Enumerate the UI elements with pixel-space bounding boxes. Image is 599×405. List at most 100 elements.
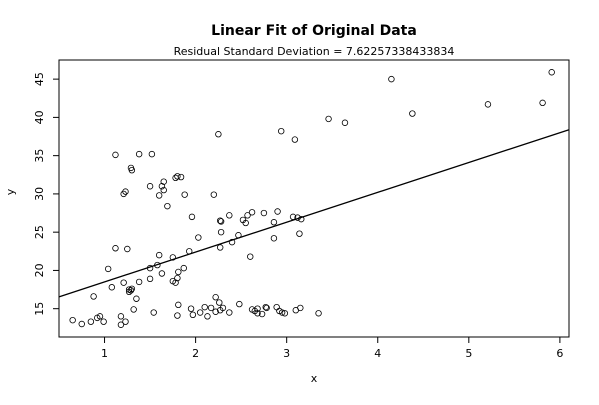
data-point xyxy=(254,310,261,317)
data-point xyxy=(146,183,154,190)
data-point xyxy=(150,309,157,316)
data-point xyxy=(169,254,177,261)
data-point xyxy=(254,305,261,312)
chart-title: Linear Fit of Original Data xyxy=(211,23,417,39)
data-point xyxy=(294,214,301,221)
y-axis-label: y xyxy=(4,188,17,195)
data-point xyxy=(226,212,233,219)
y-tick-label: 45 xyxy=(33,72,46,86)
data-point xyxy=(296,230,303,237)
x-tick-label: 2 xyxy=(192,347,199,360)
data-point xyxy=(155,251,163,259)
regression-line xyxy=(58,129,570,298)
data-point xyxy=(281,310,289,317)
data-point xyxy=(235,232,242,239)
data-point xyxy=(96,313,104,320)
data-point xyxy=(244,212,251,219)
data-point xyxy=(117,321,125,328)
data-point xyxy=(274,208,281,215)
data-point xyxy=(236,300,243,308)
data-point xyxy=(210,191,218,198)
data-point xyxy=(291,136,299,143)
data-point xyxy=(187,305,195,312)
data-point xyxy=(388,75,395,83)
y-tick-label: 15 xyxy=(33,302,46,316)
x-tick-label: 4 xyxy=(374,347,381,360)
data-point xyxy=(133,295,140,302)
data-point xyxy=(174,173,181,180)
data-point xyxy=(175,268,182,276)
data-point xyxy=(226,309,233,316)
y-tick-label: 25 xyxy=(33,225,46,239)
data-point xyxy=(112,245,119,252)
data-point xyxy=(484,101,492,108)
data-points xyxy=(69,69,555,328)
data-point xyxy=(146,264,154,272)
data-point xyxy=(174,274,181,282)
data-point xyxy=(297,304,304,312)
data-point xyxy=(160,178,167,185)
data-point xyxy=(112,151,119,159)
data-point xyxy=(260,209,268,217)
data-point xyxy=(248,209,256,216)
data-point xyxy=(216,244,224,251)
data-point xyxy=(270,219,278,226)
data-point xyxy=(262,303,269,311)
data-point xyxy=(100,318,107,325)
data-point xyxy=(263,304,270,312)
data-point xyxy=(201,303,208,311)
data-point xyxy=(270,235,278,242)
y-tick-label: 35 xyxy=(33,149,46,163)
data-point xyxy=(278,309,286,316)
data-point xyxy=(148,150,156,158)
data-point xyxy=(160,186,167,194)
data-point xyxy=(186,248,193,255)
data-point xyxy=(289,213,297,221)
x-tick-label: 1 xyxy=(101,347,108,360)
data-point xyxy=(212,294,219,301)
data-point xyxy=(215,131,222,138)
chart-subtitle: Residual Standard Deviation = 7.62257338… xyxy=(174,45,455,58)
data-point xyxy=(216,299,223,306)
data-point xyxy=(548,69,555,76)
data-point xyxy=(315,310,322,317)
data-point xyxy=(341,119,349,126)
data-point xyxy=(164,202,171,210)
data-point xyxy=(212,308,219,315)
data-point xyxy=(216,217,224,224)
y-tick-label: 40 xyxy=(33,110,46,124)
data-point xyxy=(104,265,112,273)
data-point xyxy=(325,115,332,123)
data-point xyxy=(273,303,280,311)
data-point xyxy=(128,166,136,174)
data-point xyxy=(158,270,166,277)
data-point xyxy=(188,213,196,221)
data-point xyxy=(196,309,204,316)
data-point xyxy=(409,110,416,117)
data-point xyxy=(247,253,254,260)
data-point xyxy=(207,304,215,312)
data-point xyxy=(90,293,97,300)
data-point xyxy=(108,284,116,291)
y-tick-label: 30 xyxy=(33,187,46,201)
data-point xyxy=(122,188,129,195)
fit-line-layer xyxy=(58,129,570,298)
data-point xyxy=(217,218,225,225)
data-point xyxy=(135,278,143,286)
data-point xyxy=(278,127,285,135)
data-point xyxy=(124,245,131,253)
data-point xyxy=(122,318,129,325)
data-point xyxy=(258,310,266,318)
data-point xyxy=(204,313,211,320)
x-tick-label: 5 xyxy=(465,347,472,360)
data-point xyxy=(117,313,125,320)
data-point xyxy=(127,287,135,294)
data-point xyxy=(135,150,143,158)
data-point xyxy=(298,215,305,223)
data-point xyxy=(539,99,546,107)
data-point xyxy=(219,304,227,312)
data-point xyxy=(78,320,85,328)
data-point xyxy=(172,174,179,182)
